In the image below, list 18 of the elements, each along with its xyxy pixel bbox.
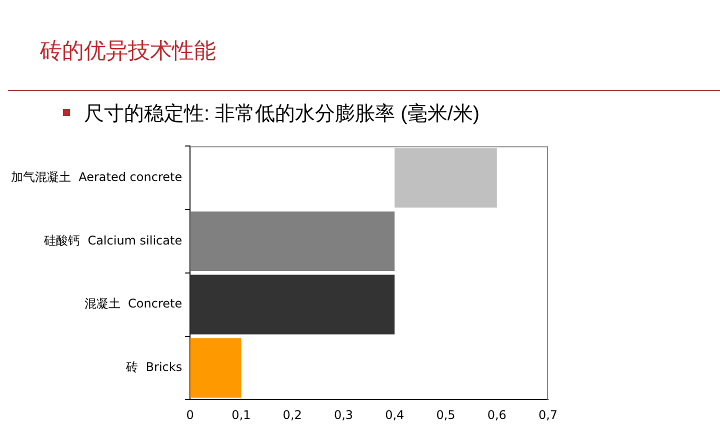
x-tick-label: 0,4 xyxy=(385,408,404,422)
bar xyxy=(394,148,497,208)
y-tick-label: 砖 Bricks xyxy=(125,360,182,374)
chart-title: 砖的优异技术性能 xyxy=(40,37,216,65)
y-tick-label: 混凝土 Concrete xyxy=(84,296,182,311)
x-tick-label: 0,7 xyxy=(538,408,558,422)
y-tick-label: 加气混凝土 Aerated concrete xyxy=(10,170,182,184)
x-tick-label: 0,3 xyxy=(334,408,354,422)
x-tick-label: 0 xyxy=(186,408,194,422)
bar xyxy=(190,338,242,398)
bar xyxy=(190,211,395,271)
chart-subtitle: 尺寸的稳定性: 非常低的水分膨胀率 (毫米/米) xyxy=(84,102,480,127)
x-tick-label: 0,5 xyxy=(436,408,456,422)
x-tick-label: 0,2 xyxy=(282,408,302,422)
x-tick-label: 0,1 xyxy=(232,408,251,422)
bar xyxy=(190,274,395,334)
x-tick-label: 0,6 xyxy=(487,408,506,422)
y-tick-label: 硅酸钙 Calcium silicate xyxy=(43,233,182,248)
